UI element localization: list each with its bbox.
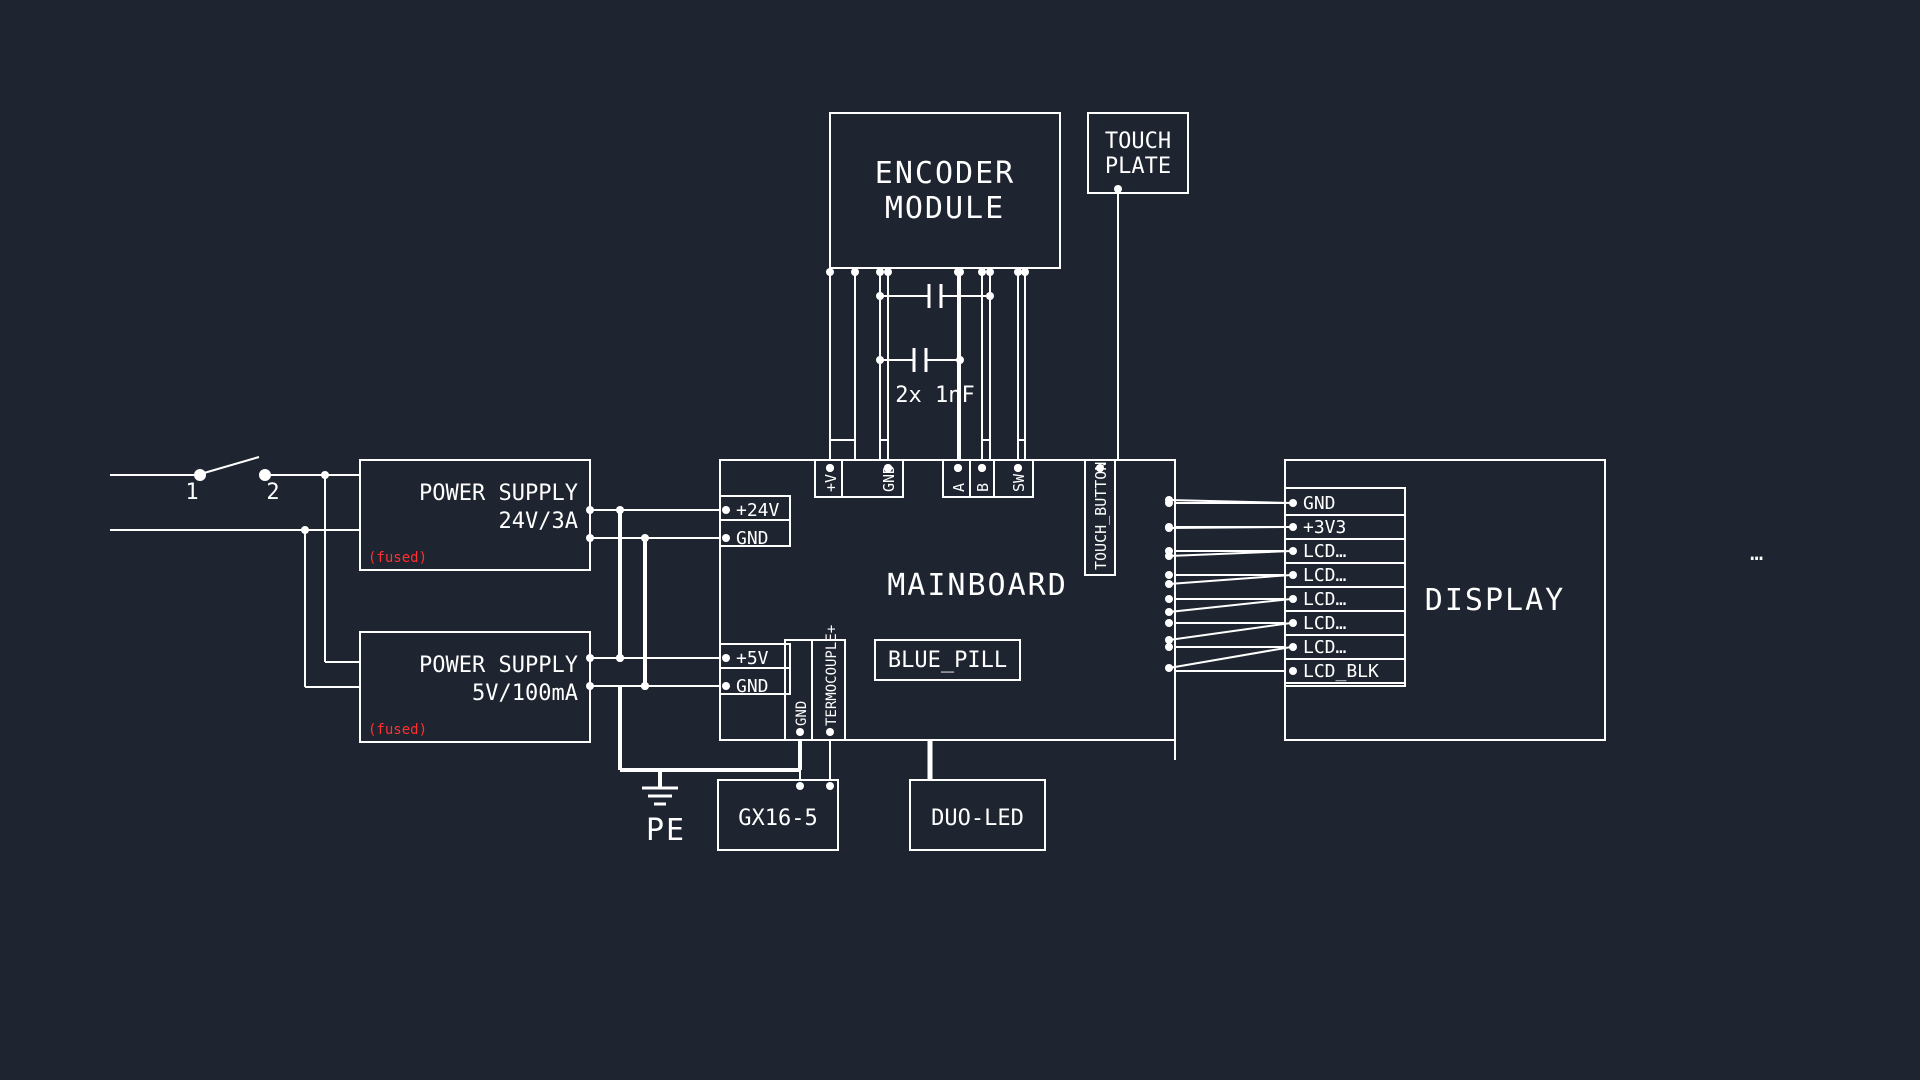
- svg-text:POWER SUPPLY: POWER SUPPLY: [419, 481, 578, 506]
- svg-text:GND: GND: [794, 701, 810, 726]
- svg-text:BLUE_PILL: BLUE_PILL: [888, 648, 1007, 673]
- svg-text:+3V3: +3V3: [1303, 517, 1346, 538]
- svg-text:2: 2: [266, 480, 279, 505]
- svg-text:LCD…: LCD…: [1303, 613, 1347, 634]
- svg-text:…: …: [1750, 541, 1763, 566]
- svg-text:GND: GND: [736, 676, 769, 697]
- svg-text:MAINBOARD: MAINBOARD: [887, 568, 1068, 603]
- svg-text:2x 1nF: 2x 1nF: [895, 383, 974, 408]
- svg-text:DUO-LED: DUO-LED: [931, 806, 1024, 831]
- svg-text:MODULE: MODULE: [885, 191, 1005, 226]
- svg-text:GND: GND: [1303, 493, 1336, 514]
- svg-text:PLATE: PLATE: [1105, 154, 1171, 179]
- svg-text:DISPLAY: DISPLAY: [1425, 583, 1565, 618]
- svg-text:PE: PE: [646, 813, 686, 848]
- svg-text:+V: +V: [822, 474, 840, 492]
- svg-text:1: 1: [185, 480, 198, 505]
- svg-text:+5V: +5V: [736, 648, 769, 669]
- svg-text:TERMOCOUPLE+: TERMOCOUPLE+: [824, 625, 840, 726]
- svg-text:(fused): (fused): [368, 722, 427, 738]
- svg-text:+24V: +24V: [736, 500, 780, 521]
- svg-text:B: B: [974, 483, 992, 492]
- svg-text:TOUCH: TOUCH: [1105, 129, 1171, 154]
- svg-text:24V/3A: 24V/3A: [499, 509, 578, 534]
- svg-text:GX16-5: GX16-5: [738, 806, 817, 831]
- svg-text:(fused): (fused): [368, 550, 427, 566]
- svg-text:SW: SW: [1010, 473, 1028, 492]
- svg-text:5V/100mA: 5V/100mA: [472, 681, 578, 706]
- svg-text:ENCODER: ENCODER: [875, 156, 1015, 191]
- svg-text:LCD…: LCD…: [1303, 565, 1347, 586]
- svg-text:LCD_BLK: LCD_BLK: [1303, 661, 1379, 682]
- svg-text:LCD…: LCD…: [1303, 637, 1347, 658]
- svg-text:LCD…: LCD…: [1303, 589, 1347, 610]
- svg-text:LCD…: LCD…: [1303, 541, 1347, 562]
- svg-text:GND: GND: [736, 528, 769, 549]
- svg-text:POWER SUPPLY: POWER SUPPLY: [419, 653, 578, 678]
- svg-text:A: A: [950, 483, 968, 492]
- svg-text:TOUCH_BUTTON: TOUCH_BUTTON: [1092, 462, 1110, 570]
